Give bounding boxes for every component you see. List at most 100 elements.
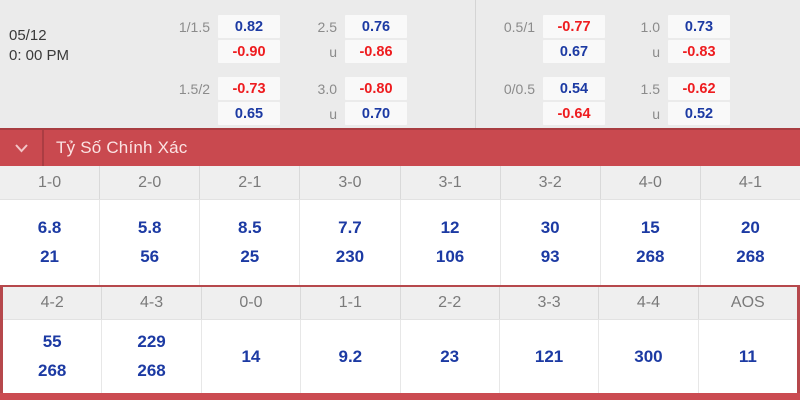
score-odds-cell: 9.2 (300, 320, 399, 393)
odds-value[interactable]: 55 (42, 332, 62, 351)
odds-value[interactable]: 25 (240, 247, 260, 266)
match-date: 05/12 (9, 27, 47, 44)
odds-value[interactable]: 0.52 (668, 102, 730, 125)
odds-value[interactable]: -0.62 (668, 77, 730, 100)
odds-value[interactable]: -0.83 (668, 40, 730, 63)
odds-line-handicap-right-2: 0/0.5 0.54 (483, 77, 605, 100)
odds-value[interactable]: 268 (38, 361, 67, 380)
score-odds-cell: 15 268 (599, 200, 700, 285)
odds-line-handicap-left-2: 1.5/2 -0.73 (158, 77, 280, 100)
score-odds-cell: 300 (598, 320, 697, 393)
correct-score-block-1: 1-0 2-0 2-1 3-0 3-1 3-2 4-0 4-1 6.8 21 5… (0, 166, 800, 285)
odds-value[interactable]: 30 (540, 218, 560, 237)
total-label: 2.5 (317, 18, 337, 35)
score-label: 4-4 (598, 287, 697, 319)
collapse-toggle[interactable] (0, 130, 44, 166)
match-odds-panel: 05/12 0: 00 PM 1/1.5 0.82 -0.90 1.5/2 -0… (0, 0, 800, 128)
next-section-bar (0, 393, 800, 400)
odds-line-handicap-right-1b: 0.67 (483, 40, 605, 63)
odds-value[interactable]: 0.70 (345, 102, 407, 125)
odds-value[interactable]: 0.67 (543, 40, 605, 63)
match-info: 05/12 0: 00 PM (9, 26, 69, 66)
odds-value[interactable]: 0.54 (543, 77, 605, 100)
score-odds-cell: 6.8 21 (0, 200, 99, 285)
odds-line-total-right-1b: u -0.83 (608, 40, 730, 63)
score-odds-cell: 30 93 (499, 200, 600, 285)
odds-value[interactable]: 5.8 (137, 218, 162, 237)
odds-value[interactable]: 106 (435, 247, 465, 266)
score-odds-cell: 229 268 (101, 320, 200, 393)
odds-value[interactable]: 7.7 (338, 218, 362, 237)
score-label: 4-3 (101, 287, 200, 319)
score-header-row-1: 1-0 2-0 2-1 3-0 3-1 3-2 4-0 4-1 (0, 166, 800, 200)
odds-value[interactable]: -0.80 (345, 77, 407, 100)
handicap-label: 1/1.5 (178, 18, 210, 35)
score-label: 2-2 (399, 287, 499, 319)
odds-value[interactable]: 21 (40, 247, 60, 266)
odds-line-total-left-2: 3.0 -0.80 (285, 77, 407, 100)
score-label: 2-0 (99, 166, 199, 199)
score-label: 4-2 (40, 294, 64, 311)
handicap-label: 0/0.5 (503, 80, 535, 97)
under-label: u (329, 43, 337, 60)
odds-value[interactable]: 300 (634, 346, 663, 366)
score-label: 4-0 (599, 166, 700, 199)
odds-value[interactable]: 0.76 (345, 15, 407, 38)
odds-value[interactable]: 6.8 (37, 218, 62, 237)
total-label: 1.5 (640, 80, 660, 97)
odds-group-divider (475, 0, 476, 128)
score-odds-cell: 12 106 (399, 200, 500, 285)
odds-value[interactable]: 20 (740, 218, 760, 237)
score-label: 3-2 (499, 166, 600, 199)
odds-line-total-right-2b: u 0.52 (608, 102, 730, 125)
score-odds-cell: 20 268 (699, 200, 800, 285)
odds-value[interactable]: -0.86 (345, 40, 407, 63)
score-odds-cell: 8.5 25 (199, 200, 299, 285)
odds-line-handicap-left-1: 1/1.5 0.82 (158, 15, 280, 38)
chevron-down-icon (14, 143, 29, 153)
odds-value[interactable]: 15 (640, 218, 660, 237)
odds-value[interactable]: 93 (540, 247, 560, 266)
odds-value[interactable]: 56 (140, 247, 160, 266)
score-label: 4-1 (699, 166, 800, 199)
odds-value[interactable]: 121 (534, 346, 564, 366)
under-label: u (652, 105, 660, 122)
odds-value[interactable]: 230 (335, 247, 365, 266)
odds-value[interactable]: 268 (137, 361, 166, 380)
odds-line-total-right-1: 1.0 0.73 (608, 15, 730, 38)
score-values-row-1: 6.8 21 5.8 56 8.5 25 7.7 230 12 106 30 9… (0, 200, 800, 285)
under-label: u (329, 105, 337, 122)
odds-value[interactable]: 0.73 (668, 15, 730, 38)
score-odds-cell: 23 (399, 320, 499, 393)
odds-line-handicap-right-1: 0.5/1 -0.77 (483, 15, 605, 38)
odds-value[interactable]: 12 (440, 218, 460, 237)
section-title: Tỷ Số Chính Xác (56, 138, 188, 157)
handicap-label: 0.5/1 (503, 18, 535, 35)
section-header-correct-score[interactable]: Tỷ Số Chính Xác (0, 128, 800, 166)
odds-value[interactable]: 14 (241, 346, 261, 366)
odds-value[interactable]: -0.90 (218, 40, 280, 63)
score-label: 1-0 (38, 173, 62, 191)
odds-line-total-left-1: 2.5 0.76 (285, 15, 407, 38)
odds-value[interactable]: -0.77 (543, 15, 605, 38)
odds-value[interactable]: 8.5 (237, 218, 262, 237)
odds-line-total-right-2: 1.5 -0.62 (608, 77, 730, 100)
odds-value[interactable]: 11 (738, 346, 757, 366)
odds-line-total-left-2b: u 0.70 (285, 102, 407, 125)
odds-value[interactable]: 9.2 (338, 346, 363, 366)
odds-value[interactable]: -0.73 (218, 77, 280, 100)
odds-value[interactable]: 23 (440, 346, 460, 366)
odds-value[interactable]: 268 (736, 247, 765, 266)
score-label: 0-0 (200, 287, 300, 319)
score-label: 1-1 (300, 287, 399, 319)
odds-value[interactable]: 229 (137, 332, 166, 351)
correct-score-block-2: 4-2 4-3 0-0 1-1 2-2 3-3 4-4 AOS 55 268 2… (0, 285, 800, 393)
odds-line-total-left-1b: u -0.86 (285, 40, 407, 63)
odds-line-handicap-right-2b: -0.64 (483, 102, 605, 125)
score-header-row-2: 4-2 4-3 0-0 1-1 2-2 3-3 4-4 AOS (3, 287, 797, 320)
odds-value[interactable]: 268 (636, 247, 665, 266)
odds-value[interactable]: -0.64 (543, 102, 605, 125)
odds-value[interactable]: 0.65 (218, 102, 280, 125)
odds-value[interactable]: 0.82 (218, 15, 280, 38)
